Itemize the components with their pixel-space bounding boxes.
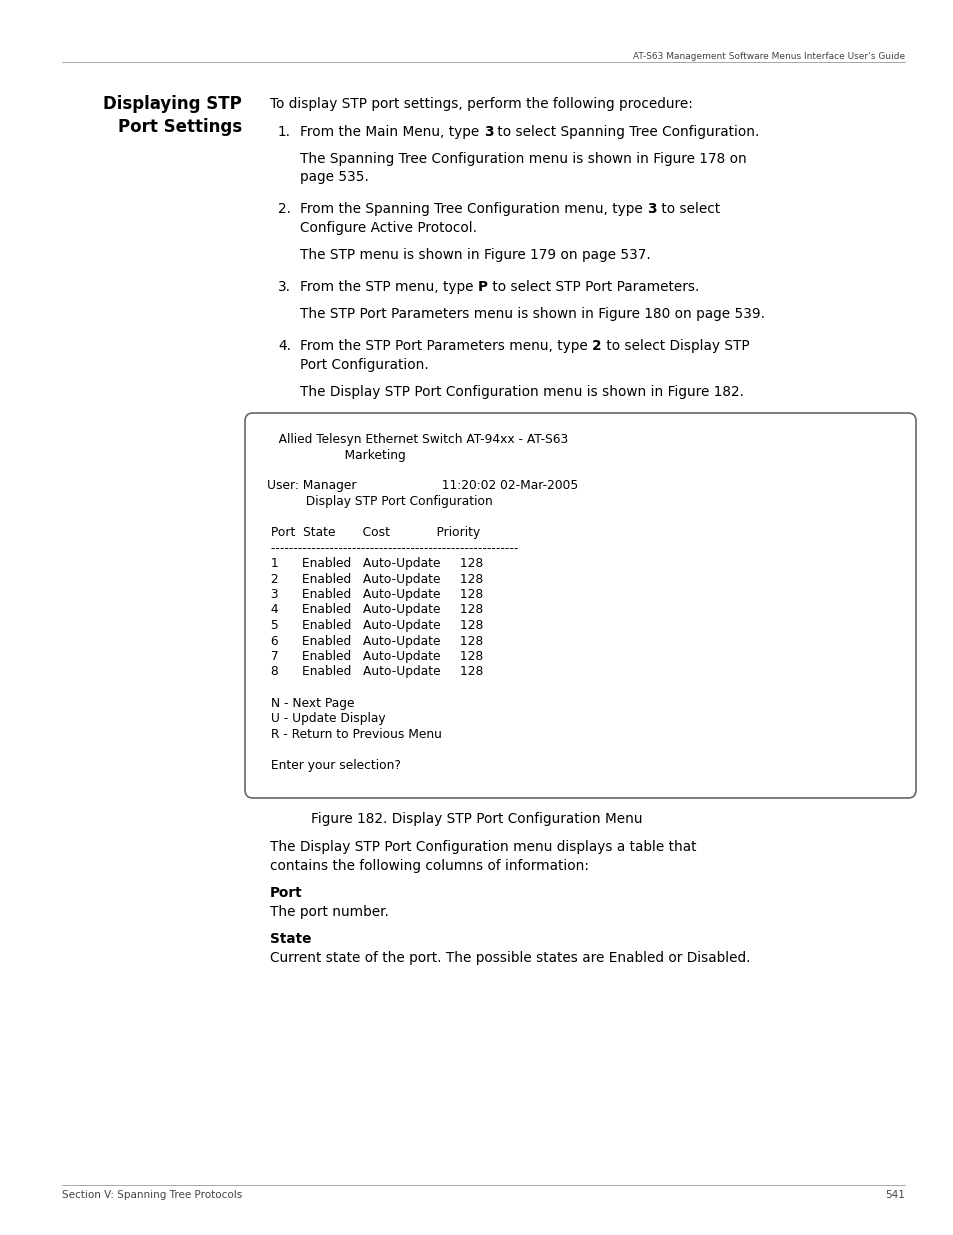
Text: to select Display STP: to select Display STP bbox=[601, 338, 748, 353]
Text: AT-S63 Management Software Menus Interface User’s Guide: AT-S63 Management Software Menus Interfa… bbox=[632, 52, 904, 61]
Text: contains the following columns of information:: contains the following columns of inform… bbox=[270, 860, 588, 873]
Text: Configure Active Protocol.: Configure Active Protocol. bbox=[299, 221, 476, 235]
Text: 8      Enabled   Auto-Update     128: 8 Enabled Auto-Update 128 bbox=[267, 666, 483, 678]
Text: to select Spanning Tree Configuration.: to select Spanning Tree Configuration. bbox=[493, 125, 759, 140]
Text: Current state of the port. The possible states are Enabled or Disabled.: Current state of the port. The possible … bbox=[270, 951, 750, 965]
Text: to select STP Port Parameters.: to select STP Port Parameters. bbox=[487, 280, 699, 294]
Text: Enter your selection?: Enter your selection? bbox=[267, 758, 400, 772]
Text: R - Return to Previous Menu: R - Return to Previous Menu bbox=[267, 727, 441, 741]
Text: Port Configuration.: Port Configuration. bbox=[299, 358, 428, 372]
Text: From the STP menu, type: From the STP menu, type bbox=[299, 280, 477, 294]
Text: -------------------------------------------------------: ----------------------------------------… bbox=[267, 541, 517, 555]
Text: 1.: 1. bbox=[277, 125, 291, 140]
Text: U - Update Display: U - Update Display bbox=[267, 713, 385, 725]
Text: 3      Enabled   Auto-Update     128: 3 Enabled Auto-Update 128 bbox=[267, 588, 483, 601]
Text: The STP menu is shown in Figure 179 on page 537.: The STP menu is shown in Figure 179 on p… bbox=[299, 248, 650, 262]
Text: Port  State       Cost            Priority: Port State Cost Priority bbox=[267, 526, 479, 538]
Text: From the Main Menu, type: From the Main Menu, type bbox=[299, 125, 483, 140]
Text: User: Manager                      11:20:02 02-Mar-2005: User: Manager 11:20:02 02-Mar-2005 bbox=[267, 479, 578, 493]
Text: 4.: 4. bbox=[277, 338, 291, 353]
Text: Allied Telesyn Ethernet Switch AT-94xx - AT-S63: Allied Telesyn Ethernet Switch AT-94xx -… bbox=[267, 433, 568, 446]
Text: 3: 3 bbox=[483, 125, 493, 140]
Text: to select: to select bbox=[656, 203, 720, 216]
Text: Section V: Spanning Tree Protocols: Section V: Spanning Tree Protocols bbox=[62, 1191, 242, 1200]
Text: The Display STP Port Configuration menu displays a table that: The Display STP Port Configuration menu … bbox=[270, 840, 696, 853]
Text: Port Settings: Port Settings bbox=[118, 119, 242, 136]
Text: The port number.: The port number. bbox=[270, 905, 389, 919]
Text: Marketing: Marketing bbox=[267, 448, 405, 462]
Text: The Display STP Port Configuration menu is shown in Figure 182.: The Display STP Port Configuration menu … bbox=[299, 385, 743, 399]
Text: Figure 182. Display STP Port Configuration Menu: Figure 182. Display STP Port Configurati… bbox=[311, 811, 642, 826]
Text: 3: 3 bbox=[646, 203, 656, 216]
Text: 4      Enabled   Auto-Update     128: 4 Enabled Auto-Update 128 bbox=[267, 604, 483, 616]
FancyBboxPatch shape bbox=[245, 412, 915, 798]
Text: 7      Enabled   Auto-Update     128: 7 Enabled Auto-Update 128 bbox=[267, 650, 483, 663]
Text: 541: 541 bbox=[884, 1191, 904, 1200]
Text: 6      Enabled   Auto-Update     128: 6 Enabled Auto-Update 128 bbox=[267, 635, 483, 647]
Text: The Spanning Tree Configuration menu is shown in Figure 178 on: The Spanning Tree Configuration menu is … bbox=[299, 152, 746, 165]
Text: P: P bbox=[477, 280, 487, 294]
Text: 2      Enabled   Auto-Update     128: 2 Enabled Auto-Update 128 bbox=[267, 573, 483, 585]
Text: N - Next Page: N - Next Page bbox=[267, 697, 355, 709]
Text: From the Spanning Tree Configuration menu, type: From the Spanning Tree Configuration men… bbox=[299, 203, 646, 216]
Text: To display STP port settings, perform the following procedure:: To display STP port settings, perform th… bbox=[270, 98, 692, 111]
Text: 2.: 2. bbox=[277, 203, 291, 216]
Text: page 535.: page 535. bbox=[299, 170, 369, 184]
Text: 1      Enabled   Auto-Update     128: 1 Enabled Auto-Update 128 bbox=[267, 557, 483, 571]
Text: The STP Port Parameters menu is shown in Figure 180 on page 539.: The STP Port Parameters menu is shown in… bbox=[299, 308, 764, 321]
Text: 2: 2 bbox=[592, 338, 601, 353]
Text: Displaying STP: Displaying STP bbox=[103, 95, 242, 112]
Text: State: State bbox=[270, 932, 311, 946]
Text: Port: Port bbox=[270, 885, 302, 900]
Text: Display STP Port Configuration: Display STP Port Configuration bbox=[267, 495, 493, 508]
Text: 3.: 3. bbox=[277, 280, 291, 294]
Text: 5      Enabled   Auto-Update     128: 5 Enabled Auto-Update 128 bbox=[267, 619, 483, 632]
Text: From the STP Port Parameters menu, type: From the STP Port Parameters menu, type bbox=[299, 338, 592, 353]
